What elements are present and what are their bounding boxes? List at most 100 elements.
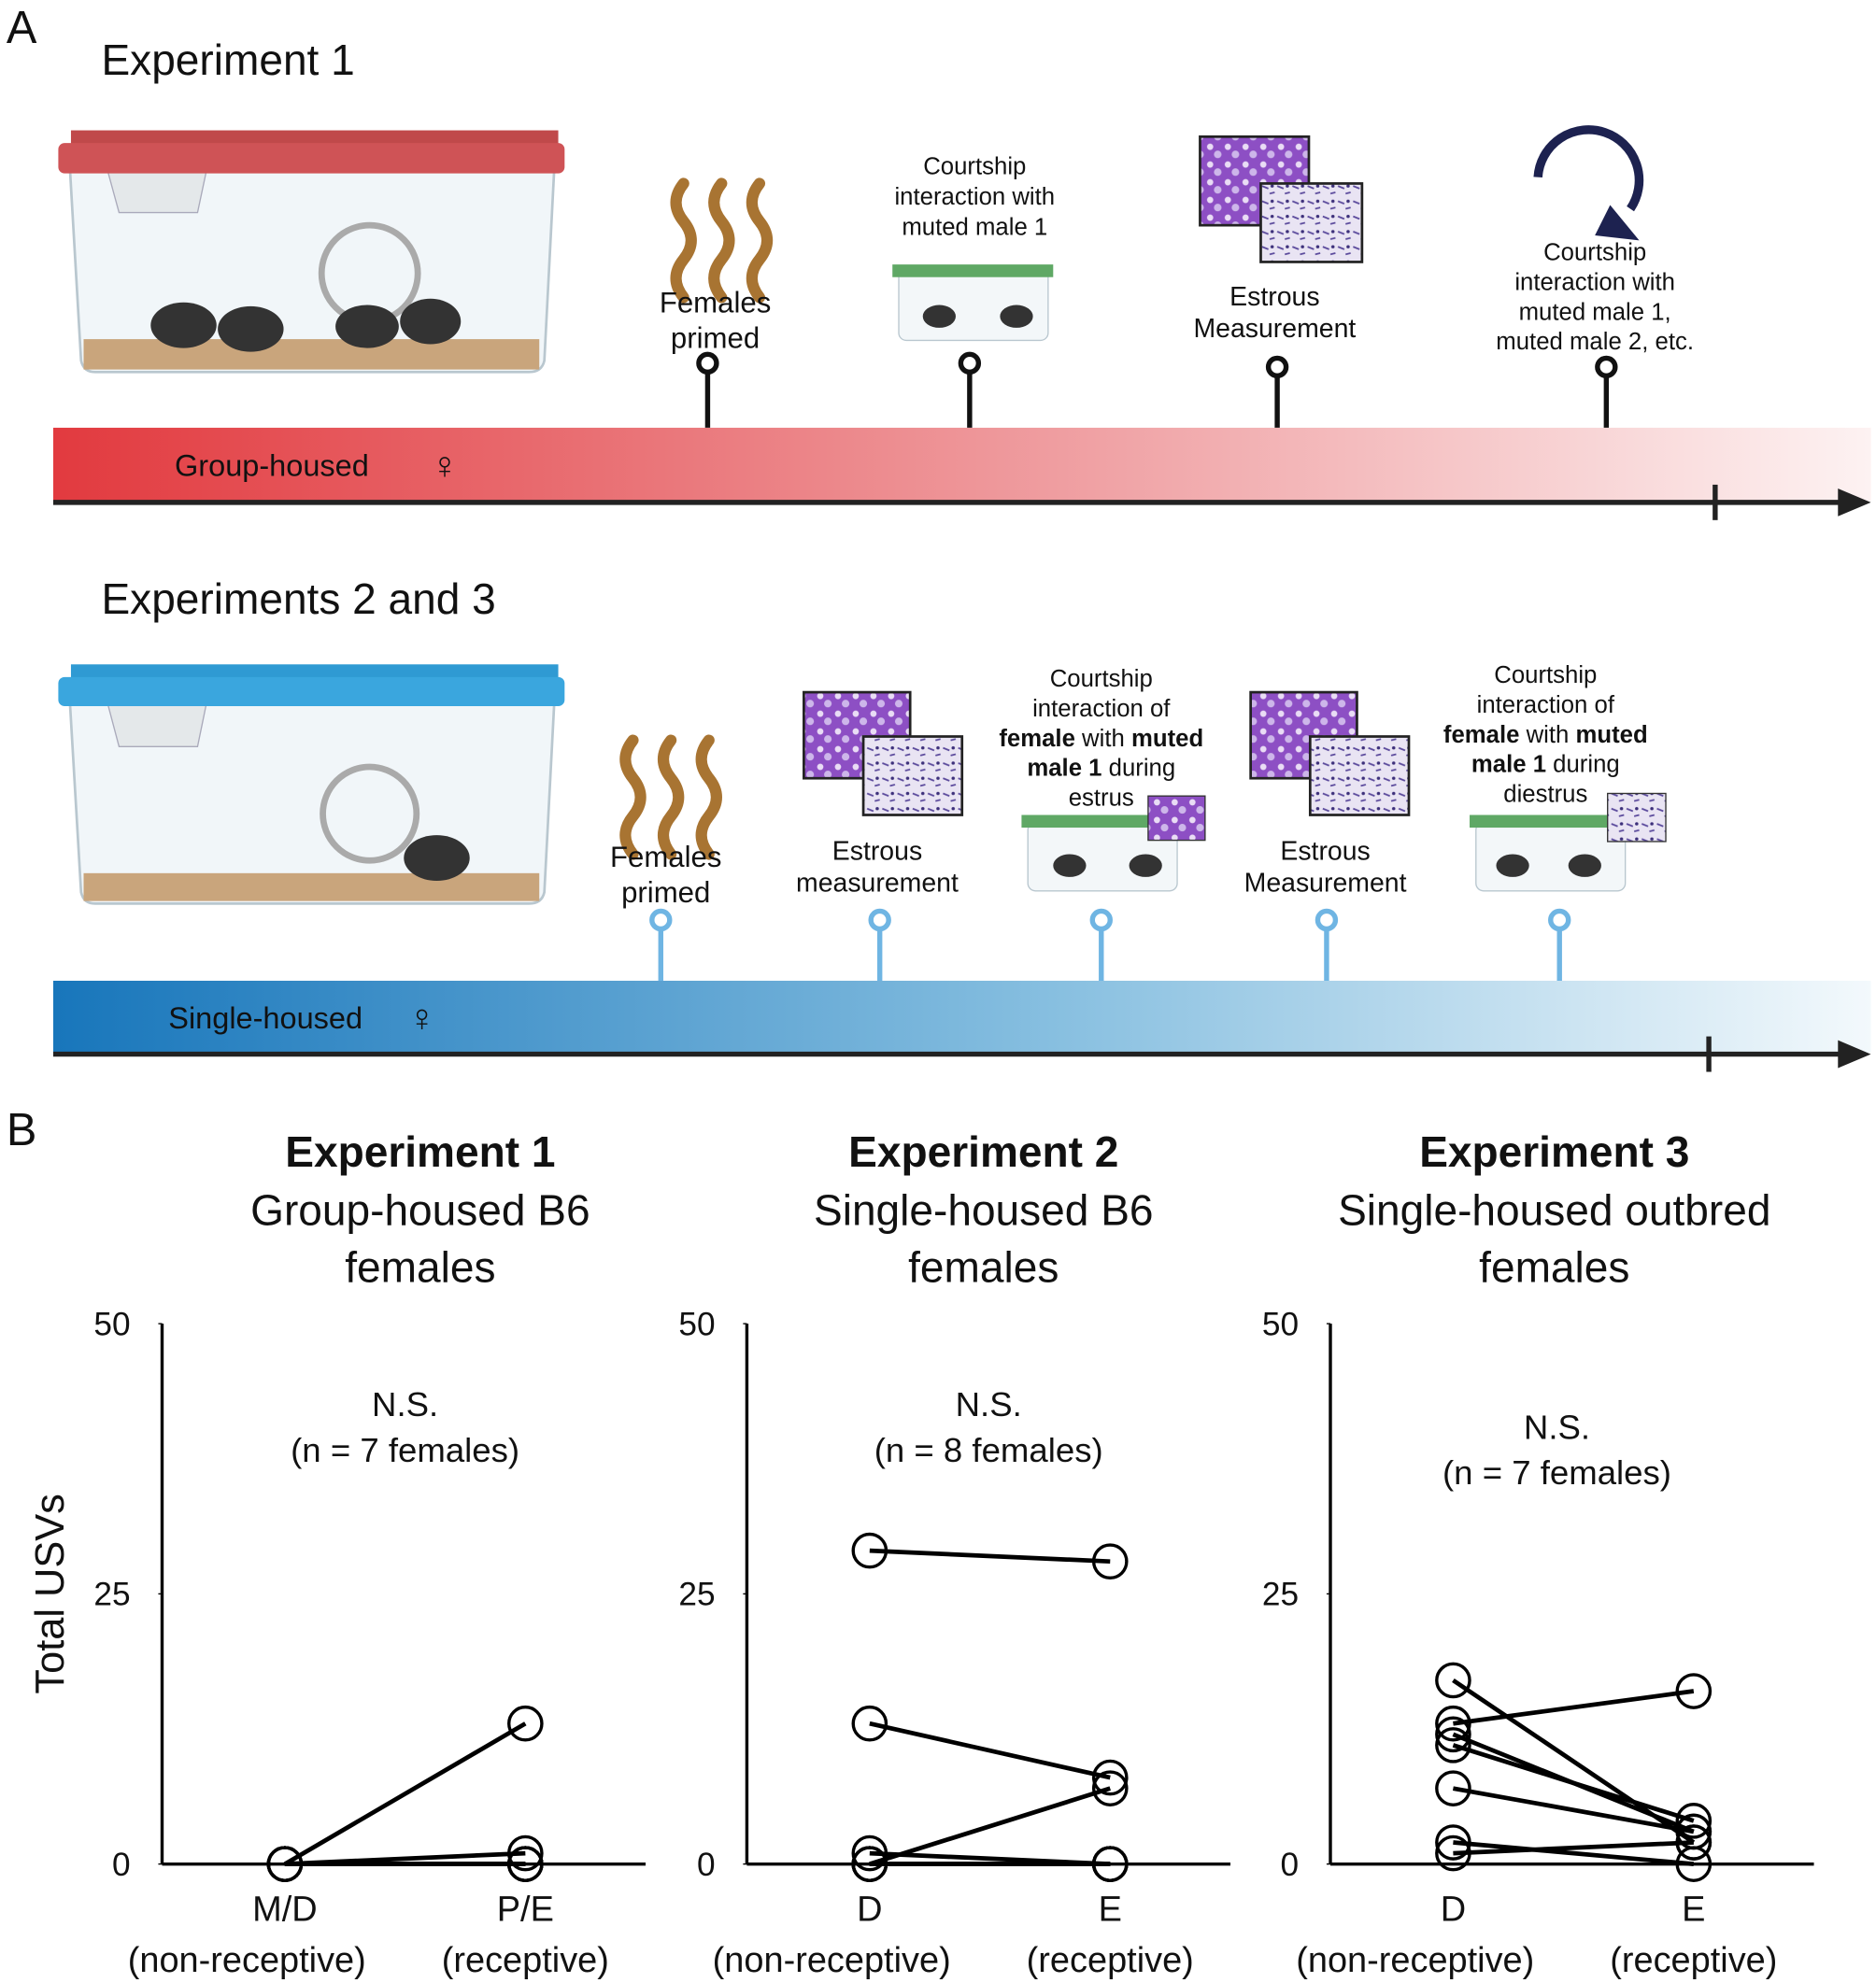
pair-line	[283, 1721, 527, 1866]
data-point	[1675, 1673, 1713, 1709]
interaction-cage	[892, 264, 1667, 892]
x-tick-label: P/E	[497, 1891, 554, 1930]
event-label: Females	[610, 841, 721, 873]
timeline-title: Experiments 2 and 3	[101, 574, 495, 623]
data-point	[1675, 1846, 1713, 1882]
event-label: Courtship	[1494, 662, 1597, 688]
event-label: Estrous	[1280, 836, 1370, 866]
odor-icon	[619, 177, 774, 860]
event-label: interaction with	[894, 184, 1055, 210]
event-pin	[1265, 355, 1289, 379]
text-run: with	[1519, 722, 1575, 748]
event-label: diestrus	[1503, 781, 1587, 807]
chart-subtitle: females	[908, 1242, 1059, 1291]
x-tick-label: M/D	[252, 1891, 318, 1930]
text-run: muted	[1576, 722, 1648, 748]
annotation: N.S.	[956, 1385, 1022, 1424]
text-run: with	[1075, 726, 1131, 752]
data-point	[507, 1834, 544, 1872]
time-arrow	[1838, 488, 1871, 517]
data-point	[1435, 1727, 1471, 1763]
event-pin	[868, 908, 891, 932]
repeat-arrow-head	[1595, 205, 1640, 241]
event-label: female with muted	[999, 726, 1203, 752]
event-pin	[696, 351, 719, 375]
event-label: Females	[660, 287, 771, 319]
timeline-title: Experiment 1	[101, 35, 354, 84]
data-point	[851, 1705, 888, 1742]
event-label: interaction of	[1477, 692, 1615, 718]
annotation: (n = 7 females)	[291, 1431, 519, 1469]
data-point	[1675, 1824, 1713, 1861]
pair-line	[1453, 1840, 1695, 1867]
event-pin	[958, 351, 982, 375]
event-label: muted male 1,	[1519, 299, 1671, 325]
x-tick-label: D	[1441, 1891, 1466, 1930]
estrous-slide	[803, 135, 1411, 816]
x-tick-note: (non-receptive)	[713, 1941, 951, 1980]
panel-label: B	[7, 1105, 37, 1155]
event-pin	[1548, 908, 1571, 932]
data-point	[1091, 1759, 1129, 1796]
chart-title: Experiment 2	[848, 1127, 1118, 1176]
chart-subtitle: Single-housed B6	[814, 1185, 1154, 1234]
sex-symbol: ♀	[407, 996, 435, 1039]
annotation: N.S.	[1524, 1408, 1590, 1446]
housing-label: Group-housed	[175, 448, 369, 482]
x-tick-label: E	[1682, 1891, 1705, 1930]
data-point	[1435, 1824, 1471, 1861]
event-label: measurement	[796, 868, 959, 898]
event-label: male 1 during	[1027, 756, 1175, 782]
y-tick-label: 25	[1262, 1577, 1299, 1613]
event-label: estrus	[1069, 786, 1134, 812]
event-pin	[1089, 908, 1113, 932]
event-label: muted male 1	[902, 215, 1047, 241]
event-label: primed	[621, 876, 710, 909]
cage-illustration	[58, 130, 565, 374]
event-pin	[1595, 355, 1618, 379]
event-label: Estrous	[1229, 282, 1319, 312]
pair-line	[869, 1548, 1111, 1565]
data-point	[1435, 1834, 1471, 1872]
chart-subtitle: females	[345, 1242, 495, 1291]
data-point	[1435, 1662, 1471, 1699]
y-tick-label: 0	[697, 1847, 716, 1883]
data-point	[851, 1834, 888, 1872]
pair-line	[869, 1786, 1111, 1866]
housing-label: Single-housed	[168, 1001, 362, 1035]
data-point	[851, 1846, 888, 1882]
x-tick-note: (non-receptive)	[128, 1941, 366, 1980]
event-label: Measurement	[1244, 868, 1407, 898]
x-tick-note: (receptive)	[1610, 1941, 1777, 1980]
data-point	[1435, 1716, 1471, 1753]
chart-subtitle: Group-housed B6	[250, 1185, 590, 1234]
x-tick-label: E	[1099, 1891, 1122, 1930]
event-label: Measurement	[1193, 314, 1356, 344]
y-tick-label: 25	[93, 1577, 130, 1613]
text-run: female	[1443, 722, 1520, 748]
event-label: male 1 during	[1471, 752, 1620, 778]
event-label: muted male 2, etc.	[1496, 329, 1694, 355]
data-point	[1435, 1705, 1471, 1742]
pair-line	[1453, 1689, 1695, 1726]
event-label: primed	[671, 322, 760, 355]
event-label: interaction of	[1032, 696, 1171, 722]
event-pin	[1315, 908, 1339, 932]
text-run: muted	[1131, 726, 1203, 752]
event-label: Estrous	[832, 836, 922, 866]
y-tick-label: 50	[93, 1306, 130, 1342]
data-point	[1435, 1770, 1471, 1806]
sex-symbol: ♀	[431, 444, 459, 487]
chart-title: Experiment 3	[1419, 1127, 1689, 1176]
panel-label: A	[7, 3, 37, 53]
y-tick-label: 0	[1281, 1847, 1300, 1883]
pair-line	[1452, 1786, 1695, 1834]
text-run: female	[999, 726, 1075, 752]
time-arrow	[1838, 1040, 1871, 1069]
cage-illustration	[58, 664, 565, 905]
pair-line	[869, 1721, 1111, 1780]
data-point	[1091, 1543, 1129, 1579]
text-run: male 1	[1471, 752, 1546, 778]
event-label: Courtship	[923, 153, 1026, 179]
repeat-arrow	[1533, 125, 1644, 212]
